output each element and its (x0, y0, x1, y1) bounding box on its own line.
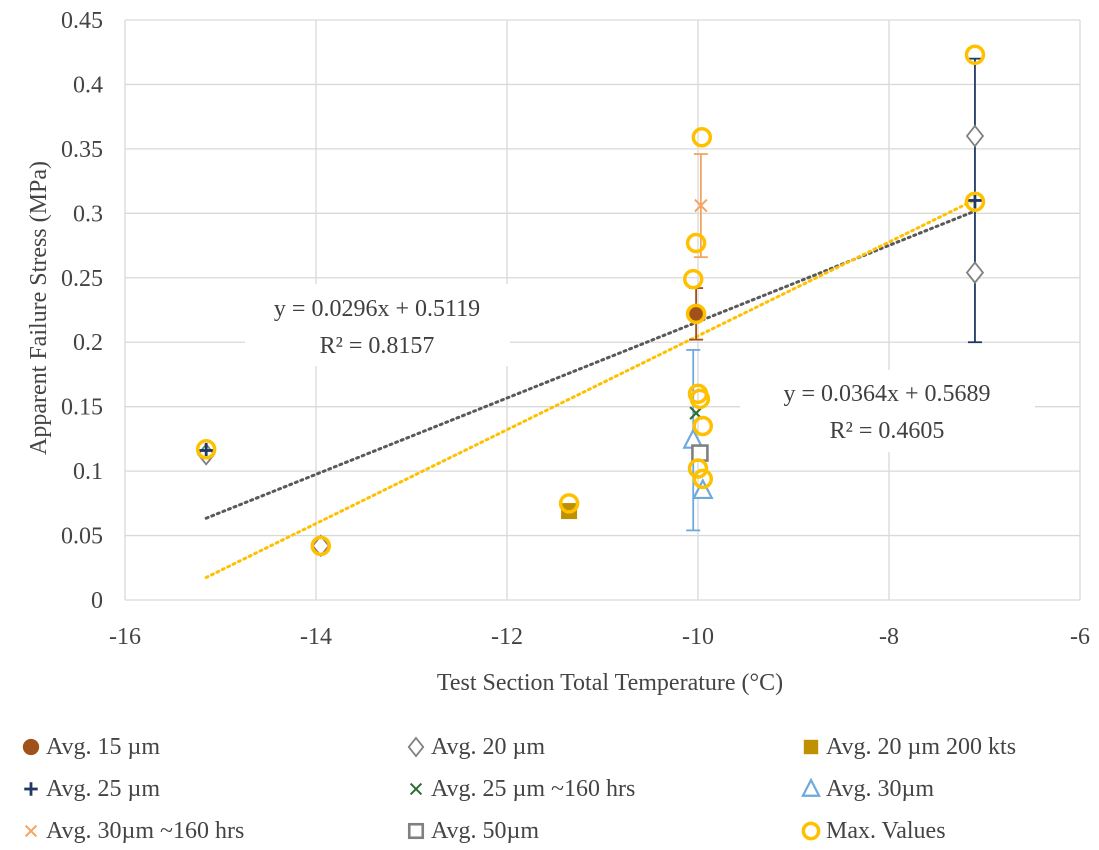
data-point (965, 261, 985, 285)
x-tick-label-3: -10 (682, 624, 714, 650)
legend-item: Avg. 30µm ~160 hrs (18, 812, 403, 850)
y-tick-label-5: 0.25 (61, 266, 103, 292)
legend-marker (24, 782, 38, 796)
x-b (24, 824, 38, 838)
y-tick-label-7: 0.35 (61, 137, 103, 163)
y-tick-label-8: 0.4 (73, 72, 103, 98)
legend-marker-icon (803, 739, 819, 755)
legend-item: Avg. 25 µm ~160 hrs (403, 770, 798, 808)
legend-marker (803, 739, 819, 755)
series-8 (195, 44, 986, 557)
y-tick-label-3: 0.15 (61, 395, 103, 421)
y-axis-title: Apparent Failure Stress (MPa) (26, 161, 52, 455)
legend-marker-icon (22, 738, 40, 756)
data-point (682, 268, 704, 290)
legend-marker (24, 824, 38, 838)
legend-marker (801, 777, 821, 797)
trendline-2 (204, 198, 977, 580)
series-3 (198, 192, 983, 458)
series-7 (691, 444, 709, 462)
legend-item: Avg. 30µm (798, 770, 1093, 808)
legend-item: Avg. 15 µm (18, 728, 403, 766)
trendline-equations: y = 0.0296x + 0.5119 R² = 0.8157 y = 0.0… (245, 284, 1035, 452)
data-point (195, 438, 217, 460)
data-point (558, 493, 580, 514)
legend: Avg. 15 µm Avg. 20 µm Avg. 20 µm 200 kts Av… (18, 728, 1093, 850)
legend-marker-icon (407, 822, 425, 840)
legend-item: Avg. 50µm (403, 812, 798, 850)
legend-label: Avg. 25 µm (46, 775, 161, 802)
y-tick-label-1: 0.05 (61, 524, 103, 550)
data-point (692, 415, 714, 437)
y-tick-label-6: 0.3 (73, 201, 103, 227)
trendline-2-equation: y = 0.0364x + 0.5689 (783, 381, 990, 407)
y-tick-label-9: 0.45 (61, 8, 103, 34)
trendline-2-r2: R² = 0.4605 (830, 418, 945, 444)
series-5 (682, 427, 714, 500)
x-tick-label-0: -16 (109, 624, 141, 650)
x-b (409, 782, 423, 796)
x-tick-label-4: -8 (879, 624, 899, 650)
data-point (687, 458, 709, 479)
legend-label: Avg. 30µm ~160 hrs (46, 817, 245, 844)
data-points (195, 44, 986, 558)
legend-marker-icon (409, 782, 423, 796)
legend-label: Avg. 15 µm (46, 733, 161, 760)
data-point (691, 444, 709, 462)
data-point (310, 535, 332, 557)
legend-marker-icon (24, 824, 38, 838)
legend-label: Max. Values (826, 817, 946, 844)
x-b (694, 198, 708, 213)
y-tick-label-4: 0.2 (73, 330, 103, 356)
data-point (691, 478, 714, 500)
data-point (967, 192, 983, 208)
legend-marker-icon (801, 777, 821, 797)
tick-labels: 0 0.05 0.1 0.15 0.2 0.25 0.3 0.35 0.4 0.45 -16 -14 -… (61, 8, 1090, 650)
legend-marker (407, 736, 425, 758)
trendline-1-r2: R² = 0.8157 (320, 333, 435, 359)
equation-box-2 (740, 370, 1035, 452)
legend-item: Avg. 25 µm (18, 770, 403, 808)
data-point (691, 127, 713, 148)
x-axis-title: Test Section Total Temperature (°C) (437, 670, 783, 696)
data-point (964, 44, 986, 66)
legend-label: Avg. 20 µm 200 kts (826, 733, 1017, 760)
legend-label: Avg. 30µm (826, 775, 935, 802)
legend-item: Max. Values (798, 812, 1093, 850)
data-point (694, 198, 708, 213)
data-point (685, 232, 707, 254)
data-point (692, 468, 714, 490)
x-tick-label-5: -6 (1070, 624, 1090, 650)
legend-item: Avg. 20 µm (403, 728, 798, 766)
legend-label: Avg. 20 µm (431, 733, 546, 760)
equation-box-1 (245, 284, 510, 366)
legend-marker-icon (24, 782, 38, 796)
x-tick-label-1: -14 (300, 624, 332, 650)
trendlines (204, 198, 977, 580)
legend-marker (801, 821, 821, 841)
legend-marker (22, 738, 40, 756)
legend-label: Avg. 50µm (431, 817, 540, 844)
legend-label: Avg. 25 µm ~160 hrs (431, 775, 636, 802)
data-point (685, 303, 707, 325)
x-tick-label-2: -12 (491, 624, 523, 650)
legend-marker-icon (407, 736, 425, 758)
legend-item: Avg. 20 µm 200 kts (798, 728, 1093, 766)
error-bars (686, 57, 982, 532)
series-6 (694, 198, 708, 213)
data-point (198, 442, 214, 458)
legend-marker (407, 822, 425, 840)
data-point (689, 388, 711, 410)
y-tick-label-2: 0.1 (73, 459, 103, 485)
trendline-1-equation: y = 0.0296x + 0.5119 (274, 296, 480, 322)
scatter-plot: 0 0.05 0.1 0.15 0.2 0.25 0.3 0.35 0.4 0.45 -16 -14 -… (26, 8, 1090, 696)
data-point (964, 191, 986, 212)
legend-marker (409, 782, 423, 796)
data-point (965, 124, 985, 148)
y-tick-label-0: 0 (91, 588, 103, 614)
legend-marker-icon (801, 821, 821, 841)
